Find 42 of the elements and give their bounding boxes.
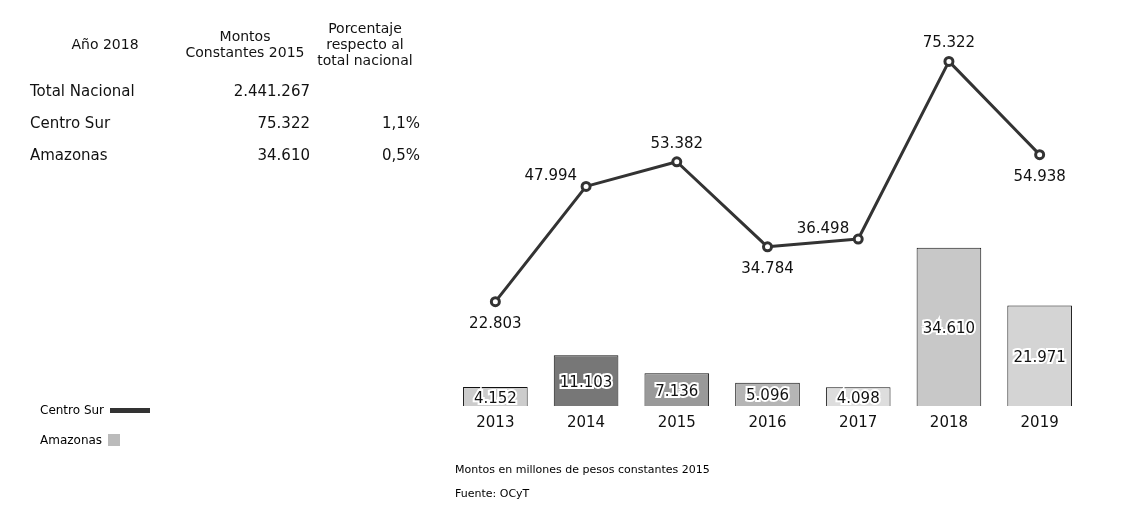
point <box>1034 149 1046 161</box>
data-label: 54.938 <box>1013 166 1066 185</box>
data-label: 11.103 <box>559 372 613 391</box>
data-label: 7.136 <box>655 381 699 400</box>
text: Centro Sur <box>30 114 112 132</box>
data-label: 4.098 <box>836 388 880 407</box>
text: Montos Constantes 2015 <box>184 28 306 60</box>
text: 75.322 <box>256 114 310 132</box>
data-label: 22.803 <box>469 313 522 332</box>
text: 2.441.267 <box>232 82 310 100</box>
x-tick-label: 2015 <box>657 412 696 431</box>
point <box>580 180 592 192</box>
x-tick-label: 2018 <box>929 412 969 431</box>
text: Amazonas <box>30 146 109 164</box>
data-label: 36.498 <box>796 219 850 238</box>
data-label: 75.322 <box>922 33 976 52</box>
point <box>762 241 773 253</box>
x-tick-label: 2014 <box>566 412 606 431</box>
text: Año 2018 <box>70 36 140 52</box>
data-label: 53.382 <box>650 133 704 152</box>
data-label: 21.971 <box>1013 347 1066 366</box>
x-tick-label: 2019 <box>1020 412 1059 431</box>
text: Porcentaje respecto al total nacional <box>316 20 414 68</box>
data-label: 34.610 <box>922 318 976 337</box>
text: 34.610 <box>256 146 310 164</box>
legend-label: Centro Sur <box>40 403 105 417</box>
x-tick-label: 2013 <box>476 412 515 431</box>
point <box>671 156 683 168</box>
point <box>943 55 955 67</box>
data-label: 4.152 <box>473 388 517 407</box>
text: 0,5% <box>380 146 420 164</box>
text: 1,1% <box>380 114 420 132</box>
point <box>852 233 864 245</box>
legend-label: Amazonas <box>40 433 103 447</box>
x-tick-label: 2017 <box>839 412 878 431</box>
data-label: 47.994 <box>524 166 578 185</box>
source-note: Fuente: OCyT <box>455 486 531 502</box>
point <box>489 296 501 308</box>
data-label: 34.784 <box>741 258 794 277</box>
x-tick-label: 2016 <box>748 412 787 431</box>
text: Total Nacional <box>30 82 136 100</box>
text: Montos en millones de pesos constantes 2015 <box>455 462 710 478</box>
